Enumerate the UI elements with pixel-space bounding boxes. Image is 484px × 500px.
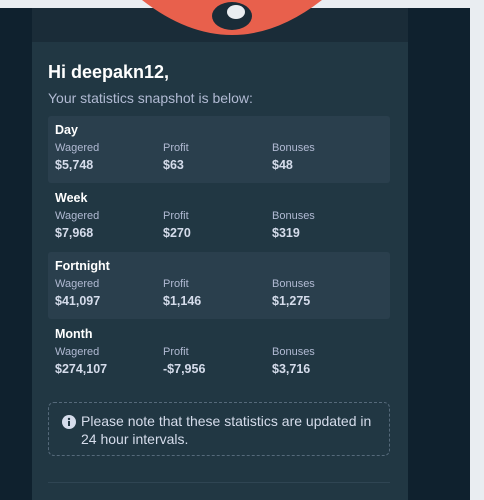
info-icon [62, 415, 76, 429]
stat-value: $63 [163, 158, 184, 172]
note-text: Please note that these statistics are up… [81, 413, 372, 447]
stat-label: Wagered [55, 210, 100, 222]
stat-label: Bonuses [272, 142, 315, 154]
stat-label: Profit [163, 210, 189, 222]
stat-value: $48 [272, 158, 293, 172]
stat-value: $270 [163, 226, 191, 240]
subtitle: Your statistics snapshot is below: [48, 90, 253, 106]
period-title: Day [55, 123, 78, 137]
divider [48, 482, 390, 483]
period-row: Fortnight Wagered $41,097 Profit $1,146 Bonus… [48, 252, 390, 319]
stat-label: Wagered [55, 278, 100, 290]
stat-value: $7,968 [55, 226, 94, 240]
period-row: Month Wagered $274,107 Profit -$7,956 Bonuses… [48, 320, 390, 387]
stat-label: Wagered [55, 142, 100, 154]
period-row: Day Wagered $5,748 Profit $63 Bonuses $48 [48, 116, 390, 183]
period-title: Month [55, 327, 93, 341]
email-column: Hi deepakn12, Your statistics snapshot i… [32, 0, 408, 500]
stat-value: $41,097 [55, 294, 101, 308]
stat-value: -$7,956 [163, 362, 206, 376]
greeting: Hi deepakn12, [48, 62, 170, 82]
stat-value: $274,107 [55, 362, 108, 376]
stat-label: Profit [163, 278, 189, 290]
period-title: Fortnight [55, 259, 110, 273]
stat-label: Wagered [55, 346, 100, 358]
stat-value: $3,716 [272, 362, 311, 376]
stat-value: $319 [272, 226, 300, 240]
period-row: Week Wagered $7,968 Profit $270 Bonuses $319 [48, 184, 390, 251]
stat-label: Profit [163, 346, 189, 358]
stat-label: Profit [163, 142, 189, 154]
stat-label: Bonuses [272, 346, 315, 358]
stat-value: $1,146 [163, 294, 202, 308]
stat-label: Bonuses [272, 278, 315, 290]
info-note: Please note that these statistics are up… [48, 402, 390, 456]
stat-label: Bonuses [272, 210, 315, 222]
window-edge [470, 0, 484, 500]
period-title: Week [55, 191, 88, 205]
stat-value: $1,275 [272, 294, 311, 308]
stat-value: $5,748 [55, 158, 94, 172]
stats-card: Hi deepakn12, Your statistics snapshot i… [32, 42, 408, 500]
logo [142, 0, 322, 35]
